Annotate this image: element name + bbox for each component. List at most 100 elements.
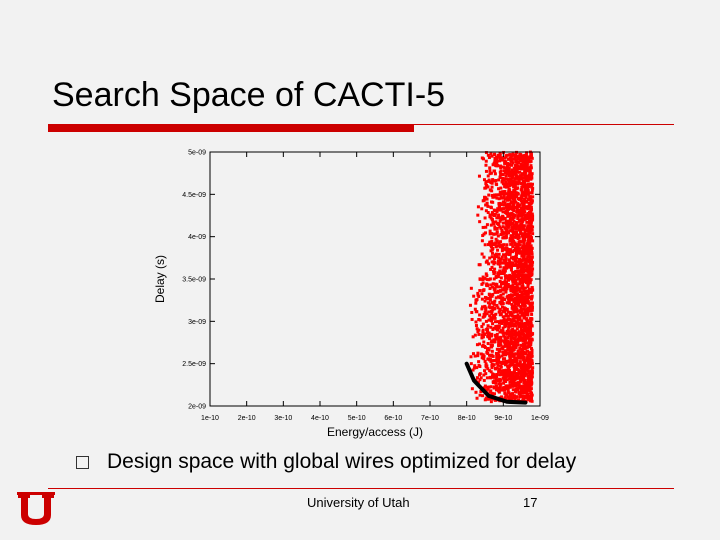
data-point: [506, 328, 510, 332]
data-point: [513, 367, 517, 371]
data-point: [499, 319, 503, 323]
data-point: [501, 269, 505, 273]
data-points-layer: [468, 150, 535, 404]
data-point: [528, 329, 532, 333]
data-point: [502, 351, 506, 355]
data-point: [473, 307, 477, 311]
data-point: [505, 228, 509, 232]
data-point: [515, 283, 519, 287]
data-point: [473, 364, 477, 368]
data-point: [509, 339, 513, 343]
data-point: [484, 163, 488, 167]
data-point: [485, 397, 489, 401]
data-point: [514, 253, 518, 257]
data-point: [512, 183, 516, 187]
data-point: [493, 158, 497, 162]
data-point: [511, 232, 515, 236]
data-point: [487, 318, 491, 322]
data-point: [498, 336, 502, 340]
data-point: [520, 251, 524, 255]
data-point: [491, 322, 495, 326]
data-point: [487, 310, 491, 314]
data-point: [492, 326, 496, 330]
data-point: [504, 344, 508, 348]
data-point: [524, 159, 528, 163]
data-point: [522, 250, 526, 254]
data-point: [490, 285, 494, 289]
data-point: [518, 243, 522, 247]
data-point: [504, 397, 508, 401]
data-point: [502, 243, 506, 247]
data-point: [484, 231, 488, 235]
data-point: [491, 178, 495, 182]
data-point: [512, 223, 516, 227]
data-point: [499, 166, 503, 170]
data-point: [502, 381, 506, 385]
data-point: [509, 268, 513, 272]
data-point: [507, 391, 511, 395]
data-point: [498, 192, 502, 196]
data-point: [510, 286, 514, 290]
data-point: [511, 257, 515, 261]
data-point: [529, 343, 533, 347]
data-point: [526, 185, 530, 189]
data-point: [483, 299, 487, 303]
data-point: [489, 223, 493, 227]
data-point: [521, 254, 525, 258]
data-point: [513, 359, 517, 363]
data-point: [522, 232, 526, 236]
data-point: [498, 308, 502, 312]
data-point: [522, 274, 526, 278]
data-point: [483, 345, 487, 349]
data-point: [514, 166, 518, 170]
data-point: [500, 179, 504, 183]
data-point: [489, 334, 493, 338]
data-point: [482, 373, 486, 377]
data-point: [528, 155, 532, 159]
data-point: [469, 286, 473, 290]
data-point: [527, 273, 531, 277]
x-tick-label: 5e-10: [348, 415, 366, 422]
data-point: [485, 312, 489, 316]
x-tick-label: 8e-10: [458, 415, 476, 422]
data-point: [530, 185, 534, 189]
data-point: [521, 298, 525, 302]
data-point: [498, 257, 502, 261]
data-point: [481, 225, 485, 229]
data-point: [495, 361, 499, 365]
data-point: [491, 372, 495, 376]
data-point: [498, 300, 502, 304]
data-point: [478, 313, 482, 317]
data-point: [487, 348, 491, 352]
data-point: [508, 313, 512, 317]
data-point: [520, 291, 524, 295]
data-point: [492, 301, 496, 305]
data-point: [495, 196, 499, 200]
data-point: [512, 310, 516, 314]
data-point: [484, 388, 488, 392]
data-point: [499, 329, 503, 333]
data-point: [530, 367, 534, 371]
data-point: [498, 373, 502, 377]
x-tick-label: 1e-09: [531, 415, 549, 422]
data-point: [494, 252, 498, 256]
data-point: [517, 156, 521, 160]
data-point: [482, 340, 486, 344]
data-point: [490, 317, 494, 321]
data-point: [526, 327, 530, 331]
data-point: [516, 373, 520, 377]
data-point: [504, 177, 508, 181]
data-point: [511, 392, 515, 396]
data-point: [525, 387, 529, 391]
data-point: [522, 358, 526, 362]
data-point: [528, 249, 532, 253]
data-point: [514, 255, 518, 259]
data-point: [510, 266, 514, 270]
data-point: [517, 233, 521, 237]
data-point: [513, 205, 517, 209]
data-point: [525, 345, 529, 349]
data-point: [504, 154, 508, 158]
data-point: [488, 229, 492, 233]
data-point: [523, 345, 527, 349]
data-point: [527, 234, 531, 238]
